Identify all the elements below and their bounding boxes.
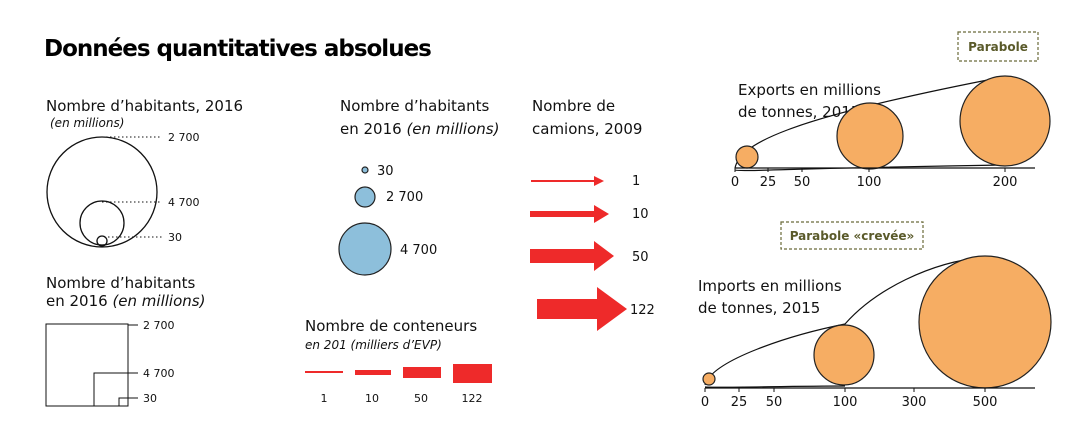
nested-squares-leaders [128, 324, 138, 399]
imports-tick-label: 100 [833, 395, 858, 410]
exports-parabola-lower [734, 164, 1004, 172]
truck-value: 10 [632, 207, 649, 222]
nested-squares-title-line2: en 2016 (en millions) [46, 292, 205, 310]
container-bars [305, 364, 492, 383]
exports-tick-label: 100 [857, 175, 882, 190]
import-circle [702, 372, 716, 386]
truck-arrow [531, 176, 604, 186]
import-circle [918, 255, 1052, 389]
burst-parabola-box [780, 221, 924, 250]
title-italic: (en millions) [112, 292, 205, 310]
nested-circles [46, 136, 158, 248]
truck-arrows [530, 176, 627, 331]
exports-title-line1: Exports en millions [738, 81, 881, 99]
truck-value: 122 [630, 303, 655, 318]
containers-title: Nombre de conteneurs [305, 317, 477, 335]
nested-square-value: 4 700 [143, 367, 175, 380]
imports-parabola-lower [704, 385, 846, 388]
blue-circle-value: 2 700 [386, 190, 423, 205]
imports-tick-label: 50 [766, 395, 783, 410]
export-circle [836, 102, 904, 170]
containers-subtitle: en 201 (milliers d’EVP) [305, 338, 442, 352]
exports-axis-ticks [734, 168, 1006, 172]
truck-arrow [530, 205, 609, 223]
exports-circles [735, 75, 1051, 170]
trucks-title-line1: Nombre de [532, 97, 615, 115]
container-value: 10 [365, 392, 379, 405]
burst-parabola-box-label: Parabole «crevée» [790, 229, 915, 243]
truck-arrow [530, 241, 614, 271]
imports-circles [702, 255, 1052, 389]
nested-circle-value: 2 700 [168, 131, 200, 144]
title-italic: (en millions) [406, 120, 499, 138]
title-plain: en 2016 [46, 292, 112, 310]
square-large [45, 323, 129, 407]
separate-circles [338, 166, 392, 276]
parabola-box-label: Parabole [968, 40, 1028, 54]
nested-circles-leaders [102, 136, 162, 238]
exports-tick-label: 200 [993, 175, 1018, 190]
nested-circle-value: 30 [168, 231, 182, 244]
separate-circles-title-line1: Nombre d’habitants [340, 97, 490, 115]
nested-circle-value: 4 700 [168, 196, 200, 209]
nested-circles-subtitle: (en millions) [50, 116, 124, 130]
truck-arrow [537, 287, 627, 331]
imports-tick-label: 25 [731, 395, 748, 410]
trucks-title-line2: camions, 2009 [532, 120, 642, 138]
nested-square-value: 2 700 [143, 319, 175, 332]
main-title: Données quantitatives absolues [44, 36, 431, 62]
square-medium [93, 372, 129, 407]
title-plain: en 2016 [340, 120, 406, 138]
imports-axis-ticks [704, 388, 986, 392]
blue-circle-large [338, 222, 392, 276]
imports-title-line2: de tonnes, 2015 [698, 299, 820, 317]
container-value: 122 [462, 392, 483, 405]
blue-circle-medium [354, 186, 376, 208]
exports-tick-label: 0 [731, 175, 739, 190]
separate-circles-title-line2: en 2016 (en millions) [340, 120, 499, 138]
nested-circles-title: Nombre d’habitants, 2016 [46, 97, 243, 115]
blue-circle-value: 4 700 [400, 243, 437, 258]
imports-tick-label: 0 [701, 395, 709, 410]
imports-parabola-upper [704, 256, 986, 386]
export-circle [959, 75, 1051, 167]
nested-squares [45, 323, 129, 407]
container-bar [355, 370, 391, 375]
container-value: 50 [414, 392, 428, 405]
truck-value: 1 [632, 174, 640, 189]
exports-tick-label: 50 [794, 175, 811, 190]
imports-title-line1: Imports en millions [698, 277, 842, 295]
circle-large [46, 136, 158, 248]
parabola-box [957, 31, 1039, 62]
container-value: 1 [321, 392, 328, 405]
square-small [118, 397, 129, 407]
export-circle [735, 145, 759, 169]
imports-tick-label: 500 [973, 395, 998, 410]
imports-tick-label: 300 [902, 395, 927, 410]
container-bar [305, 371, 343, 373]
blue-circle-value: 30 [377, 164, 394, 179]
truck-value: 50 [632, 250, 649, 265]
import-circle [813, 324, 875, 386]
exports-tick-label: 25 [760, 175, 777, 190]
circle-small [96, 235, 108, 247]
container-bar [453, 364, 492, 383]
nested-square-value: 30 [143, 392, 157, 405]
container-bar [403, 367, 441, 378]
circle-medium [79, 200, 125, 246]
nested-squares-title-line1: Nombre d’habitants [46, 274, 196, 292]
blue-circle-small [361, 166, 369, 174]
